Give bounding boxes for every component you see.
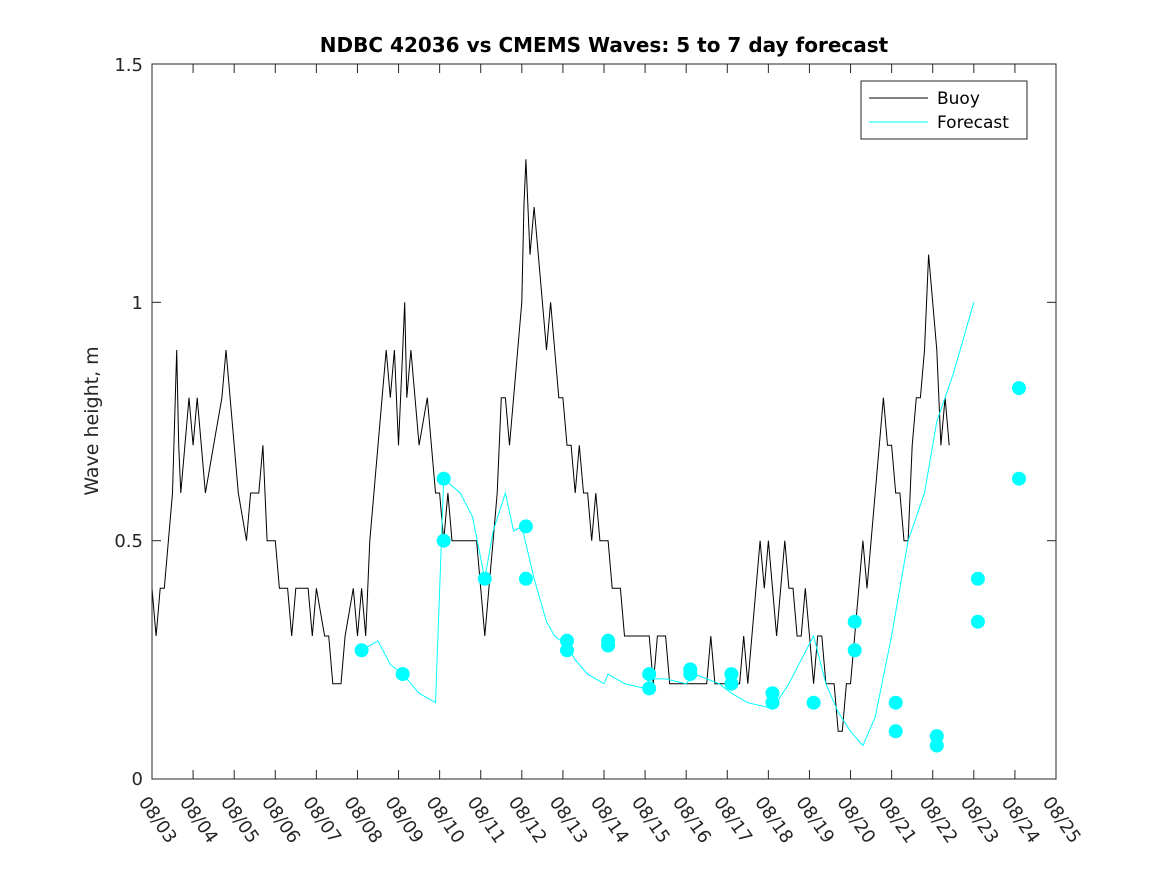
forecast-marker xyxy=(888,695,903,710)
forecast-marker xyxy=(436,533,451,548)
forecast-marker xyxy=(477,571,492,586)
forecast-marker xyxy=(929,738,944,753)
forecast-marker xyxy=(847,614,862,629)
y-tick-label: 0 xyxy=(132,769,143,790)
forecast-marker xyxy=(765,695,780,710)
forecast-marker xyxy=(395,667,410,682)
forecast-marker xyxy=(888,724,903,739)
forecast-marker xyxy=(354,643,369,658)
axes-box xyxy=(151,63,1057,780)
plot-area xyxy=(152,64,1056,779)
forecast-marker xyxy=(601,638,616,653)
forecast-marker-layer xyxy=(354,381,1026,753)
axis-ticks xyxy=(151,63,1057,780)
forecast-marker xyxy=(1012,471,1026,486)
chart-title: NDBC 42036 vs CMEMS Waves: 5 to 7 day fo… xyxy=(320,33,889,57)
forecast-marker xyxy=(724,667,739,682)
forecast-marker xyxy=(518,519,533,534)
forecast-marker xyxy=(642,667,657,682)
buoy-line xyxy=(151,159,950,732)
forecast-marker xyxy=(724,676,739,691)
forecast-marker xyxy=(806,695,821,710)
legend-box xyxy=(860,80,1028,140)
y-axis-label: Wave height, m xyxy=(81,346,103,495)
forecast-marker xyxy=(560,643,574,658)
legend-forecast-label: Forecast xyxy=(937,113,1009,133)
forecast-marker xyxy=(436,471,451,486)
y-tick-label: 1.5 xyxy=(114,55,143,76)
legend: Buoy Forecast xyxy=(860,80,1028,140)
y-tick-label: 1 xyxy=(132,293,143,314)
forecast-marker xyxy=(683,667,698,682)
forecast-marker xyxy=(642,681,657,696)
y-tick-label: 0.5 xyxy=(114,531,143,552)
forecast-marker xyxy=(1012,381,1026,396)
forecast-marker xyxy=(970,571,985,586)
forecast-marker xyxy=(847,643,862,658)
forecast-marker xyxy=(518,571,533,586)
y-tick-labels: 0 0.5 1 1.5 xyxy=(114,55,143,790)
forecast-marker xyxy=(970,614,985,629)
legend-buoy-label: Buoy xyxy=(937,89,980,109)
